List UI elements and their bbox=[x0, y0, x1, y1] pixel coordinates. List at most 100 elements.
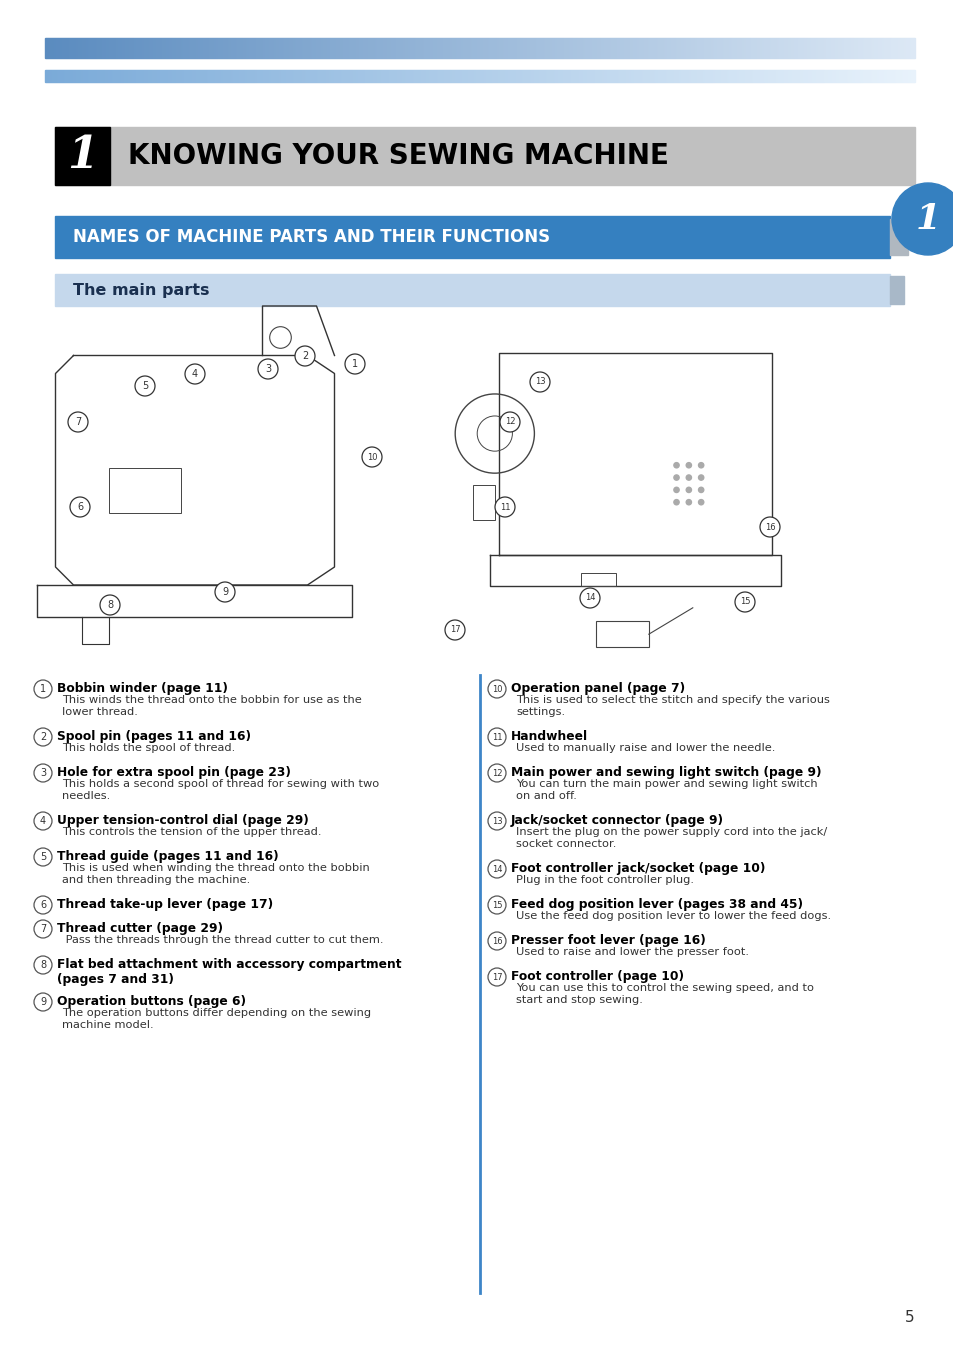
Bar bbox=[659, 38, 660, 58]
Bar bbox=[761, 70, 762, 82]
Bar bbox=[858, 38, 859, 58]
Bar bbox=[86, 38, 87, 58]
Bar bbox=[271, 38, 272, 58]
Bar bbox=[599, 38, 600, 58]
Bar bbox=[220, 70, 221, 82]
Bar bbox=[886, 38, 887, 58]
Bar bbox=[494, 70, 495, 82]
Bar bbox=[838, 38, 840, 58]
Bar bbox=[521, 70, 522, 82]
Bar bbox=[894, 38, 895, 58]
Bar bbox=[125, 38, 126, 58]
Bar bbox=[748, 70, 749, 82]
Bar bbox=[684, 38, 685, 58]
Bar bbox=[557, 70, 558, 82]
Bar bbox=[413, 38, 414, 58]
Bar bbox=[664, 70, 665, 82]
Bar bbox=[236, 38, 237, 58]
Bar bbox=[527, 70, 529, 82]
Bar bbox=[103, 38, 104, 58]
Bar bbox=[749, 70, 750, 82]
Bar bbox=[532, 70, 533, 82]
Bar bbox=[550, 70, 551, 82]
Bar bbox=[729, 70, 730, 82]
Bar bbox=[763, 70, 764, 82]
Bar bbox=[853, 38, 854, 58]
Text: 11: 11 bbox=[491, 732, 501, 741]
Bar bbox=[458, 70, 459, 82]
Bar bbox=[295, 70, 296, 82]
Bar bbox=[96, 70, 97, 82]
Bar bbox=[120, 70, 121, 82]
Bar bbox=[232, 38, 233, 58]
Bar bbox=[334, 70, 335, 82]
Text: 1: 1 bbox=[915, 202, 940, 236]
Bar bbox=[552, 38, 553, 58]
Bar bbox=[81, 70, 82, 82]
Bar bbox=[447, 38, 448, 58]
Bar bbox=[377, 70, 378, 82]
Circle shape bbox=[70, 497, 90, 518]
Bar bbox=[473, 38, 474, 58]
Bar bbox=[338, 70, 339, 82]
Bar bbox=[316, 38, 317, 58]
Bar bbox=[102, 38, 103, 58]
Bar bbox=[125, 70, 126, 82]
Bar bbox=[891, 70, 892, 82]
Bar bbox=[293, 38, 294, 58]
Bar bbox=[405, 70, 406, 82]
Bar bbox=[861, 70, 862, 82]
Bar bbox=[193, 38, 194, 58]
Bar bbox=[427, 38, 428, 58]
Bar bbox=[672, 38, 673, 58]
Bar bbox=[407, 38, 408, 58]
Bar bbox=[545, 38, 546, 58]
Text: 15: 15 bbox=[739, 597, 749, 607]
Bar bbox=[79, 70, 80, 82]
Bar bbox=[369, 38, 370, 58]
Bar bbox=[477, 38, 478, 58]
Bar bbox=[264, 38, 265, 58]
Bar bbox=[251, 70, 252, 82]
Bar bbox=[49, 38, 50, 58]
Bar bbox=[813, 38, 814, 58]
Bar bbox=[865, 70, 866, 82]
Bar bbox=[621, 38, 622, 58]
Bar bbox=[110, 70, 111, 82]
Bar bbox=[825, 70, 826, 82]
Bar bbox=[460, 38, 461, 58]
Bar bbox=[801, 70, 802, 82]
Bar bbox=[381, 70, 382, 82]
Bar bbox=[843, 70, 844, 82]
Bar bbox=[893, 70, 894, 82]
Circle shape bbox=[488, 811, 505, 830]
Bar bbox=[241, 38, 242, 58]
Bar bbox=[247, 38, 248, 58]
Bar bbox=[753, 70, 754, 82]
Bar bbox=[869, 38, 870, 58]
Bar bbox=[869, 70, 870, 82]
Bar bbox=[680, 70, 681, 82]
Bar bbox=[81, 38, 82, 58]
Bar bbox=[104, 70, 105, 82]
Bar bbox=[237, 70, 239, 82]
Bar bbox=[479, 70, 480, 82]
Bar bbox=[294, 70, 295, 82]
Bar bbox=[286, 70, 287, 82]
Bar bbox=[181, 70, 182, 82]
Bar bbox=[767, 70, 768, 82]
Bar bbox=[782, 38, 783, 58]
Bar bbox=[280, 38, 281, 58]
Bar bbox=[571, 70, 572, 82]
Bar bbox=[450, 38, 451, 58]
Bar bbox=[457, 38, 458, 58]
Bar bbox=[896, 38, 897, 58]
Bar bbox=[661, 70, 662, 82]
Bar bbox=[472, 70, 473, 82]
Circle shape bbox=[499, 412, 519, 431]
Bar bbox=[642, 70, 643, 82]
Bar bbox=[139, 70, 140, 82]
Bar bbox=[713, 38, 714, 58]
Bar bbox=[303, 70, 304, 82]
Bar bbox=[612, 38, 613, 58]
